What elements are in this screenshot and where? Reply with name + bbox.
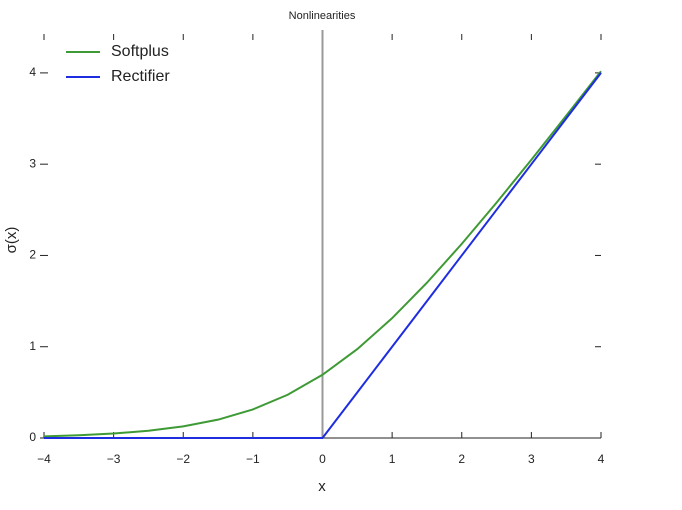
x-tick-label: 2: [458, 452, 465, 466]
x-tick-label: −1: [246, 452, 260, 466]
legend-label: Softplus: [111, 43, 169, 60]
line: [43, 70, 602, 438]
x-axis-label: x: [318, 478, 326, 495]
y-tick-label: 0: [29, 430, 36, 444]
y-tick-label: 3: [29, 156, 36, 170]
y-tick-label: 1: [29, 339, 36, 353]
x-tick-label: −3: [107, 452, 121, 466]
line: [44, 72, 602, 439]
y-tick-label: 4: [29, 65, 36, 79]
x-tick-label: 4: [598, 452, 605, 466]
x-tick-label: −2: [176, 452, 190, 466]
chart-title: Nonlinearities: [289, 10, 356, 22]
y-axis-label: σ(x): [3, 227, 20, 254]
x-tick-label: 3: [528, 452, 535, 466]
x-tick-label: 0: [319, 452, 326, 466]
x-tick-label: 1: [389, 452, 396, 466]
legend-label: Rectifier: [111, 68, 170, 85]
y-tick-label: 2: [29, 248, 36, 262]
x-tick-label: −4: [37, 452, 51, 466]
